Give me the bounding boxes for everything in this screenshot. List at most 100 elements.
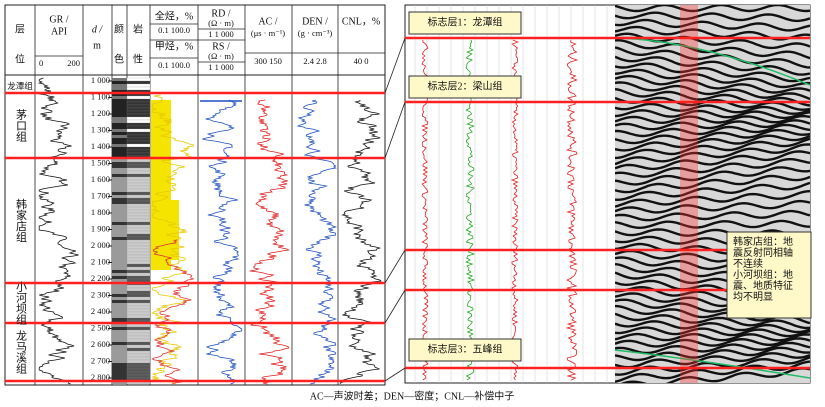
tie-line: [384, 37, 406, 94]
reflection: [615, 81, 810, 101]
color-cell: [112, 339, 127, 342]
color-cell: [112, 270, 127, 273]
reflection: [615, 114, 810, 125]
litho-cell: [126, 254, 151, 259]
scale: 0.1 100.0: [158, 60, 190, 70]
litho-cell: [126, 266, 151, 271]
reflection: [615, 219, 810, 230]
depth-label: 2 200: [91, 273, 110, 283]
litho-cell: [126, 131, 151, 136]
litho-cell: [126, 314, 151, 319]
reflection: [615, 341, 810, 355]
marker-label: 标志层2：梁山组: [428, 79, 503, 92]
litho-cell: [126, 221, 151, 226]
gas-fill: [151, 200, 179, 260]
litho-cell: [126, 125, 151, 130]
reflection: [615, 109, 810, 120]
tie-line: [384, 367, 406, 382]
reflection: [615, 119, 810, 131]
header: (μs · m⁻¹): [251, 28, 285, 38]
depth-label: 1 000: [91, 75, 110, 85]
litho-cell: [126, 113, 151, 118]
color-cell: [112, 333, 127, 336]
litho-cell: [126, 104, 151, 109]
litho-cell: [126, 323, 151, 328]
scale: 0: [39, 58, 43, 68]
color-cell: [112, 285, 127, 288]
color-cell: [112, 279, 127, 282]
color-cell: [112, 141, 127, 144]
litho-cell: [126, 176, 151, 181]
color-cell: [112, 108, 127, 111]
color-cell: [112, 192, 127, 195]
depth-label: 1 700: [91, 190, 110, 200]
color-cell: [112, 105, 127, 108]
color-cell: [112, 171, 127, 174]
litho-cell: [126, 302, 151, 307]
reflection: [615, 25, 810, 41]
note-text: 韩家店组：地震反射同相轴不连续: [733, 235, 793, 270]
litho-cell: [126, 326, 151, 331]
litho-cell: [126, 185, 151, 190]
depth-track: 1 000 1 100 1 200 1 300 1 400 1 500 1 600 1 700…: [91, 75, 112, 382]
color-cell: [112, 147, 127, 150]
litho-cell: [126, 182, 151, 187]
horizon: [615, 349, 810, 379]
reflection: [615, 62, 810, 83]
color-cell: [112, 366, 127, 369]
log-curve: [202, 99, 243, 385]
color-cell: [112, 90, 127, 93]
log-curve: [296, 99, 338, 385]
reflection: [615, 143, 810, 166]
header: AC /: [258, 16, 277, 27]
tie-line: [384, 101, 406, 159]
litho-cell: [126, 275, 151, 280]
depth-label: 1 300: [91, 124, 110, 134]
litho-cell: [126, 119, 151, 124]
litho-cell: [126, 80, 151, 85]
litho-cell: [126, 365, 151, 370]
header: d /: [92, 24, 104, 35]
depth-label: 1 900: [91, 223, 110, 233]
header: GR /: [49, 14, 68, 25]
litho-cell: [126, 296, 151, 301]
color-cell: [112, 195, 127, 198]
color-cell: [112, 357, 127, 360]
color-cell: [112, 102, 127, 105]
formation-name: 韩家店组: [14, 197, 27, 242]
depth-label: 2 300: [91, 289, 110, 299]
litho-cell: [126, 299, 151, 304]
litho-cell: [126, 122, 151, 127]
marker-box: [408, 75, 522, 99]
color-cell: [112, 201, 127, 204]
litho-cell: [126, 110, 151, 115]
well-track: [680, 5, 698, 383]
formation-name: 茅口组: [14, 109, 27, 142]
well-trace: [565, 39, 579, 381]
header: RS /: [212, 41, 230, 52]
tie-line: [384, 249, 406, 284]
reflection: [615, 190, 810, 208]
color-cell: [112, 180, 127, 183]
litho-cell: [126, 287, 151, 292]
litho-cell: [126, 347, 151, 352]
reflection: [615, 74, 810, 94]
reflection: [615, 326, 810, 338]
color-cell: [112, 351, 127, 354]
litho-cell: [126, 356, 151, 361]
color-cell: [112, 87, 127, 90]
color-cell: [112, 309, 127, 312]
color-cell: [112, 291, 127, 294]
litho-cell: [126, 224, 151, 229]
litho-cell: [126, 152, 151, 157]
litho-cell: [126, 77, 151, 82]
header: 颜: [114, 22, 124, 35]
log-curve: [151, 94, 195, 385]
reflection: [615, 174, 810, 194]
depth-label: 1 500: [91, 157, 110, 167]
tie-lines: [384, 37, 406, 382]
color-cell: [112, 324, 127, 327]
litho-cell: [126, 170, 151, 175]
